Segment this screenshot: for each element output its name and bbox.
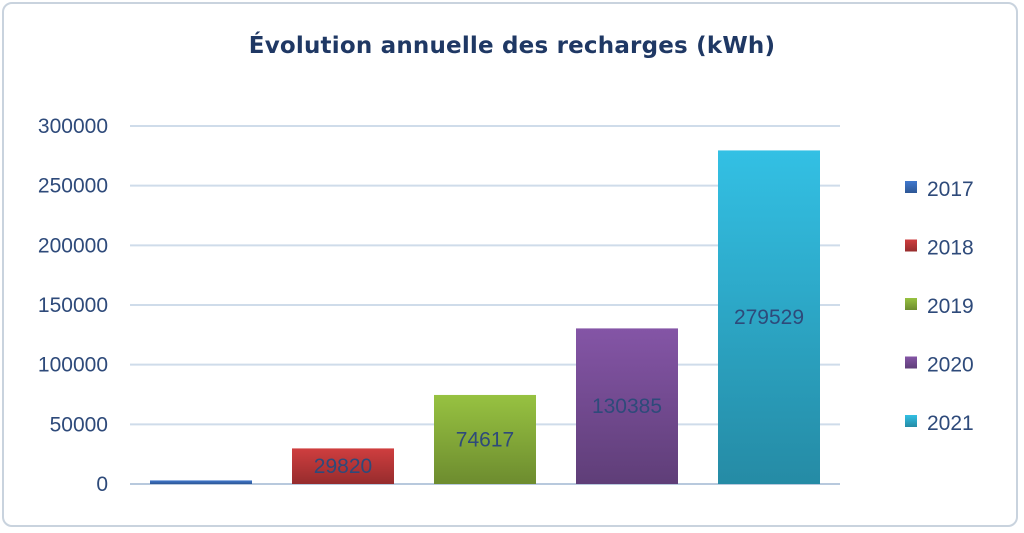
y-tick-label: 250000 — [38, 175, 108, 198]
bar-2019 — [434, 394, 536, 484]
legend-label-2019: 2019 — [927, 295, 974, 318]
data-label-2020: 130385 — [592, 395, 662, 418]
bar-2018 — [292, 448, 394, 484]
legend-label-2021: 2021 — [927, 412, 974, 435]
y-tick-label: 300000 — [38, 115, 108, 138]
data-label-2019: 74617 — [456, 428, 514, 451]
data-label-2021: 279529 — [734, 306, 804, 329]
legend-swatch-2018 — [905, 239, 917, 252]
chart-title: Évolution annuelle des recharges (kWh) — [248, 33, 776, 59]
legend-label-2018: 2018 — [927, 237, 974, 260]
y-tick-label: 200000 — [38, 234, 108, 257]
bar-2020 — [576, 328, 678, 484]
legend-swatch-2019 — [905, 298, 917, 310]
y-tick-label: 100000 — [38, 354, 108, 377]
y-axis-ticks: 0 50000 100000 150000 200000 250000 300000 — [38, 115, 108, 496]
bar-2021 — [718, 150, 820, 485]
bar-2017 — [150, 480, 252, 484]
data-labels: 29820 74617 130385 279529 — [314, 306, 804, 478]
legend-swatch-2021 — [905, 415, 917, 427]
y-tick-label: 50000 — [50, 413, 108, 436]
legend-label-2017: 2017 — [927, 178, 974, 201]
legend-swatch-2017 — [905, 181, 917, 193]
y-tick-label: 0 — [96, 473, 108, 496]
legend-swatch-2020 — [905, 356, 917, 369]
legend-label-2020: 2020 — [927, 354, 974, 377]
y-tick-label: 150000 — [38, 294, 108, 317]
bars — [150, 150, 820, 485]
legend: 2017 2018 2019 2020 2021 — [905, 178, 974, 435]
data-label-2018: 29820 — [314, 455, 372, 478]
